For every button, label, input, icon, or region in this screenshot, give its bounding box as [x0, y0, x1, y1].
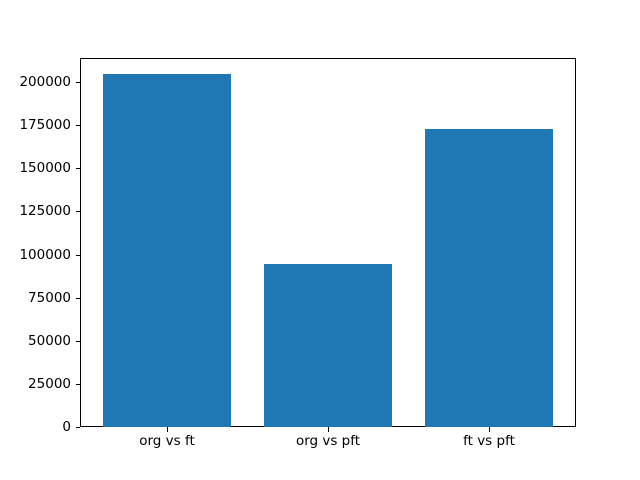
y-tick-mark: [75, 254, 80, 256]
y-tick-mark: [75, 383, 80, 385]
x-tick-label: ft vs pft: [463, 432, 515, 449]
x-tick-mark: [488, 427, 490, 432]
x-tick-mark: [327, 427, 329, 432]
y-tick-label: 50000: [28, 332, 71, 349]
y-tick-label: 200000: [19, 74, 71, 91]
y-tick-label: 125000: [19, 203, 71, 220]
y-tick-mark: [75, 168, 80, 170]
bar-org-vs-ft: [102, 74, 232, 428]
y-tick-mark: [75, 82, 80, 84]
y-tick-mark: [75, 297, 80, 299]
y-tick-mark: [75, 340, 80, 342]
bar-org-vs-pft: [263, 263, 393, 428]
y-tick-label: 100000: [19, 246, 71, 263]
y-tick-label: 0: [62, 418, 71, 435]
y-tick-mark: [75, 426, 80, 428]
y-tick-label: 175000: [19, 117, 71, 134]
x-tick-label: org vs ft: [139, 432, 195, 449]
x-tick-label: org vs pft: [295, 432, 361, 449]
y-tick-label: 75000: [28, 289, 71, 306]
y-tick-mark: [75, 211, 80, 213]
y-tick-label: 150000: [19, 160, 71, 177]
x-tick-mark: [166, 427, 168, 432]
y-tick-mark: [75, 125, 80, 127]
y-tick-label: 25000: [28, 375, 71, 392]
bar-ft-vs-pft: [424, 129, 554, 428]
